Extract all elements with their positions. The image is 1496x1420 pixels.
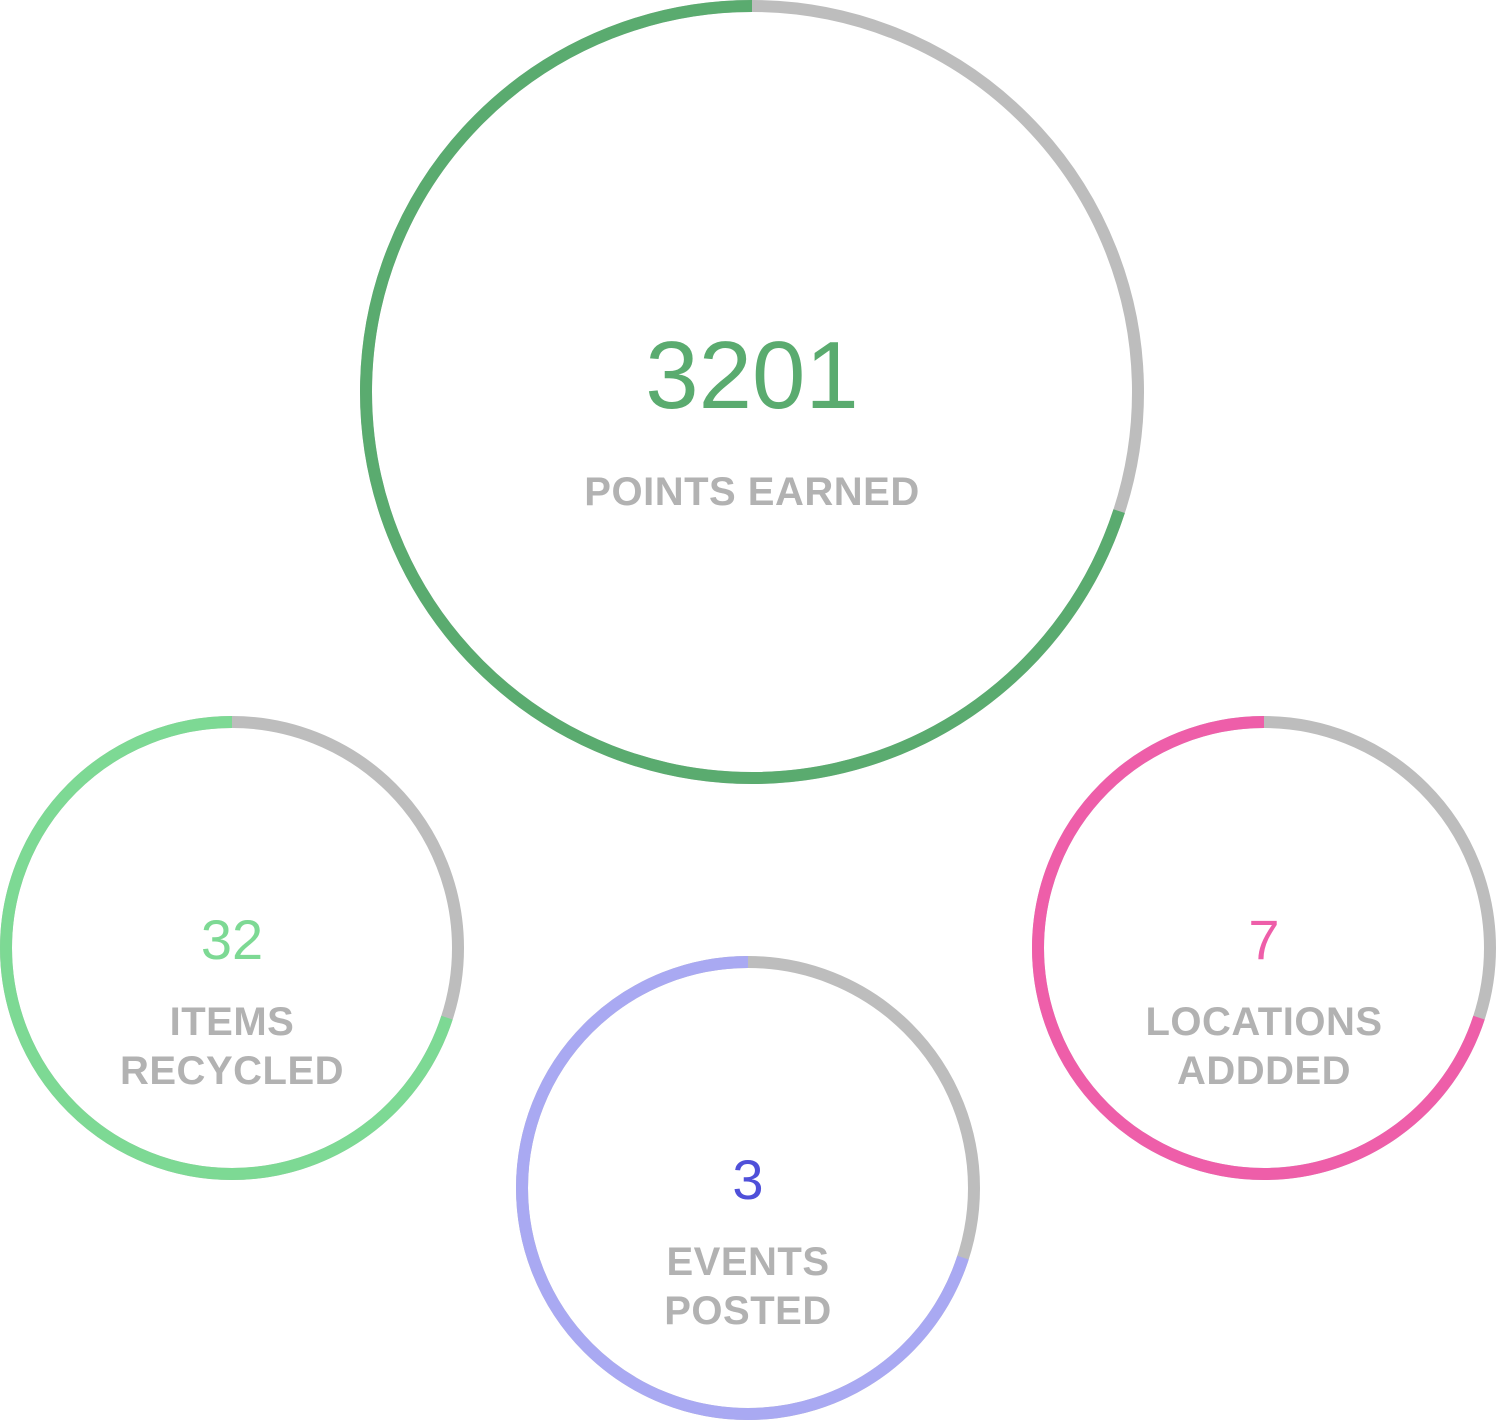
locations-content: 7 LOCATIONS ADDDED	[1032, 912, 1496, 1096]
events-posted-ring: 3 EVENTS POSTED	[516, 956, 980, 1420]
locations-added-ring: 7 LOCATIONS ADDDED	[1032, 716, 1496, 1180]
items-recycled-ring: 32 ITEMS RECYCLED	[0, 716, 464, 1180]
points-value: 3201	[645, 322, 859, 429]
events-content: 3 EVENTS POSTED	[516, 1152, 980, 1336]
points-ring-progress	[360, 0, 1144, 784]
events-value: 3	[732, 1148, 764, 1211]
points-progress-ring	[360, 0, 1144, 784]
points-label: POINTS EARNED	[584, 470, 920, 514]
locations-value: 7	[1248, 908, 1280, 971]
items-value: 32	[200, 908, 264, 971]
events-progress-ring	[516, 956, 980, 1420]
points-earned-ring: 3201 POINTS EARNED	[360, 0, 1144, 784]
points-content: 3201 POINTS EARNED	[360, 328, 1144, 517]
items-label: ITEMS RECYCLED	[119, 1000, 345, 1093]
locations-progress-ring	[1032, 716, 1496, 1180]
items-ring-progress	[0, 716, 464, 1180]
locations-label: LOCATIONS ADDDED	[1145, 1000, 1383, 1093]
items-progress-ring	[0, 716, 464, 1180]
events-label: EVENTS POSTED	[664, 1240, 832, 1333]
locations-ring-progress	[1032, 716, 1496, 1180]
items-content: 32 ITEMS RECYCLED	[0, 912, 464, 1096]
events-ring-progress	[516, 956, 980, 1420]
